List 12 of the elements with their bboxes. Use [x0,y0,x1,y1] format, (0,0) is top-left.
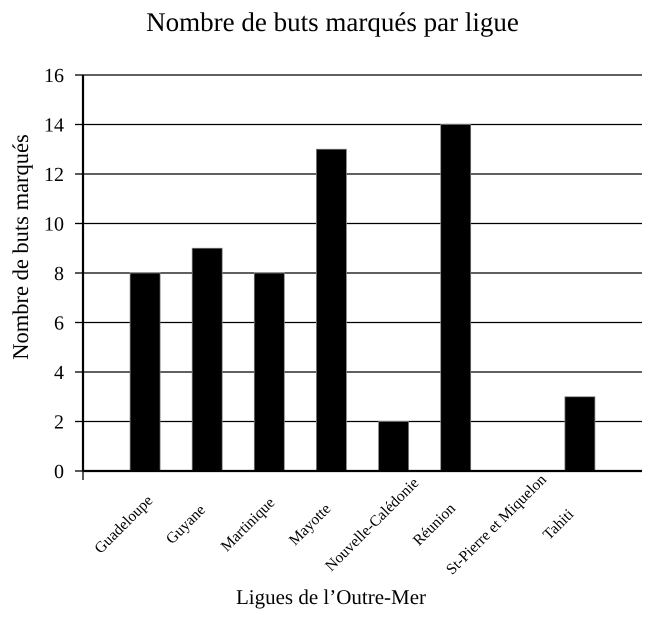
x-axis-title: Ligues de l’Outre-Mer [236,585,426,609]
y-tick-label: 14 [44,114,64,136]
chart-title: Nombre de buts marqués par ligue [146,7,519,37]
y-tick-label: 8 [54,263,64,285]
y-tick-label: 6 [54,312,64,334]
y-tick-label: 2 [54,412,64,434]
y-tick-label: 0 [54,461,64,483]
y-tick-label: 12 [44,164,64,186]
y-tick-label: 10 [44,214,64,236]
y-tick-label: 16 [44,65,64,87]
y-tick-label: 4 [54,362,64,384]
y-axis-title: Nombre de buts marqués [8,134,33,360]
